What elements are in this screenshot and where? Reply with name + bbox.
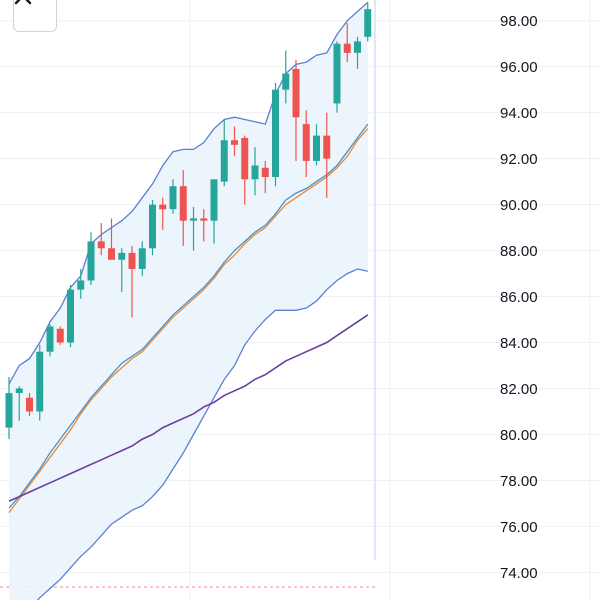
band-right-edge xyxy=(374,0,376,560)
y-tick-label: 98.00 xyxy=(500,13,538,30)
y-tick-label: 92.00 xyxy=(500,151,538,168)
candle xyxy=(292,59,300,161)
candle-body xyxy=(241,137,249,180)
candle xyxy=(190,206,197,251)
candle xyxy=(333,41,341,113)
candle xyxy=(210,179,218,244)
candle-body xyxy=(36,351,44,412)
candle-body xyxy=(364,9,372,37)
candle xyxy=(138,241,146,276)
candle xyxy=(354,36,361,69)
candle xyxy=(220,119,228,187)
candle xyxy=(313,124,320,166)
candle-body xyxy=(272,89,279,178)
candle-body xyxy=(220,140,228,182)
candle-body xyxy=(77,280,85,290)
candle xyxy=(272,82,279,187)
y-tick-label: 90.00 xyxy=(500,197,538,214)
candle-body xyxy=(200,218,208,221)
y-tick-label: 82.00 xyxy=(500,381,538,398)
candle-body xyxy=(118,252,126,260)
candle-body xyxy=(354,41,361,53)
candle xyxy=(15,386,23,421)
candle-body xyxy=(261,167,269,178)
y-tick-label: 94.00 xyxy=(500,105,538,122)
candle xyxy=(56,326,64,345)
candle-body xyxy=(169,186,177,210)
ma_slow-line xyxy=(8,314,369,502)
candle-body xyxy=(108,248,115,260)
candle-body xyxy=(210,179,218,221)
candle xyxy=(87,232,95,286)
candle xyxy=(67,285,74,348)
candle-body xyxy=(46,326,54,352)
candle xyxy=(46,324,54,357)
candle xyxy=(241,135,249,205)
candle xyxy=(77,268,85,299)
candle xyxy=(323,112,331,198)
candle-body xyxy=(302,124,310,161)
candle-body xyxy=(56,328,64,343)
candle-body xyxy=(231,140,238,145)
candle-body xyxy=(5,393,13,428)
candle xyxy=(97,222,105,256)
y-tick-label: 74.00 xyxy=(500,565,538,582)
candle xyxy=(149,200,156,256)
candle-body xyxy=(282,73,290,90)
candle-body xyxy=(190,218,197,221)
candle xyxy=(5,377,13,440)
candle xyxy=(302,110,310,178)
candle-body xyxy=(179,186,187,221)
candle xyxy=(251,147,259,196)
bb_lower-line xyxy=(36,268,368,600)
y-tick-label: 88.00 xyxy=(500,243,538,260)
candle-body xyxy=(97,241,105,249)
candle xyxy=(169,179,177,214)
candle-body xyxy=(67,289,74,343)
candle-body xyxy=(251,165,259,180)
candle xyxy=(128,245,136,318)
ma_fast-line xyxy=(8,128,369,513)
candle xyxy=(261,160,269,194)
ma_mid-line xyxy=(8,123,369,509)
candle-body xyxy=(313,135,320,161)
y-tick-label: 96.00 xyxy=(500,59,538,76)
price-axis[interactable]: 98.00 96.00 94.00 92.00 90.00 88.00 86.00 84.00… xyxy=(500,13,538,582)
candle xyxy=(179,170,187,246)
candle xyxy=(118,248,126,292)
candle xyxy=(159,197,167,230)
candle-body xyxy=(26,397,33,412)
candle xyxy=(282,50,290,104)
candle-body xyxy=(292,68,300,118)
collapse-button[interactable] xyxy=(13,0,57,32)
candle-body xyxy=(15,388,23,394)
candle-body xyxy=(128,252,136,269)
candle-body xyxy=(149,204,156,249)
candle xyxy=(36,344,44,421)
candle xyxy=(364,2,372,42)
y-tick-label: 86.00 xyxy=(500,289,538,306)
candles[interactable] xyxy=(5,2,372,440)
candle-body xyxy=(159,204,167,210)
chevron-up-icon xyxy=(14,0,32,5)
y-tick-label: 80.00 xyxy=(500,427,538,444)
y-tick-label: 76.00 xyxy=(500,519,538,536)
candle xyxy=(200,209,208,242)
candle-body xyxy=(138,248,146,269)
candle xyxy=(231,126,238,157)
candle xyxy=(108,218,115,260)
candle-body xyxy=(323,135,331,159)
candle-body xyxy=(333,43,341,104)
candle xyxy=(26,393,33,417)
candle-body xyxy=(343,43,351,53)
candle-body xyxy=(87,241,95,281)
y-tick-label: 84.00 xyxy=(500,335,538,352)
candle xyxy=(343,22,351,63)
y-tick-label: 78.00 xyxy=(500,473,538,490)
